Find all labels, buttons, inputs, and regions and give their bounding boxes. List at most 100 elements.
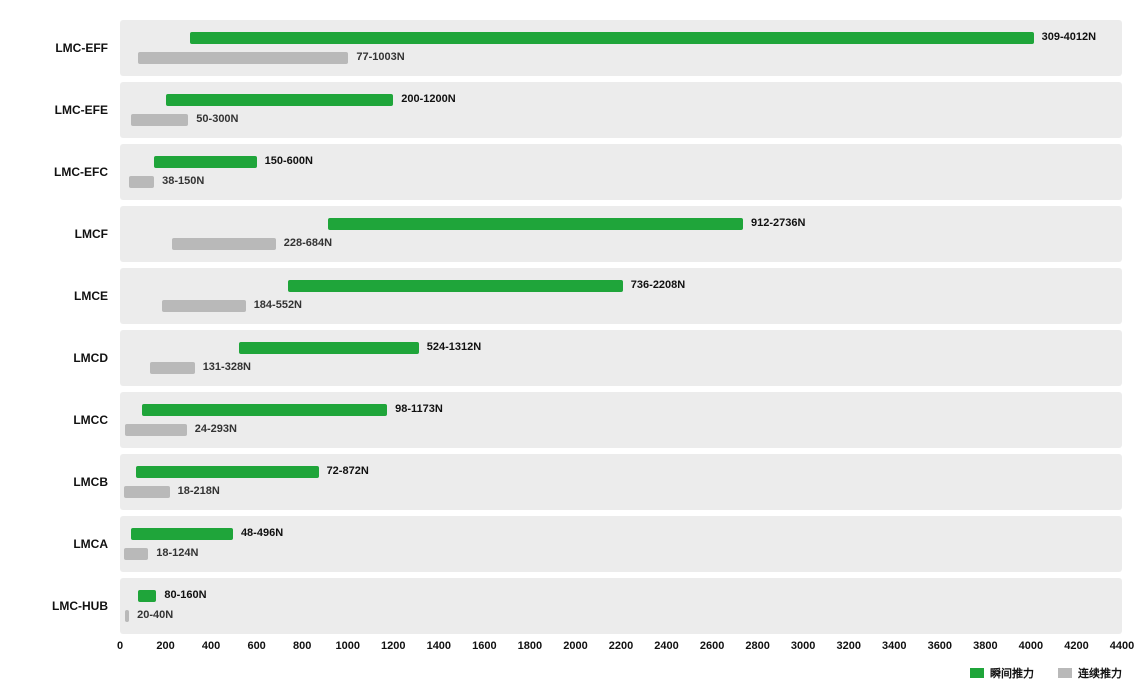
row-body: 150-600N 38-150N xyxy=(120,144,1122,200)
peak-bar: 309-4012N xyxy=(190,32,1033,44)
x-tick: 1800 xyxy=(518,640,542,652)
chart-row: LMCD 524-1312N 131-328N xyxy=(20,330,1122,386)
cont-bar-label: 50-300N xyxy=(196,113,238,125)
cont-bar-label: 18-124N xyxy=(156,547,198,559)
x-tick: 3200 xyxy=(836,640,860,652)
row-body: 48-496N 18-124N xyxy=(120,516,1122,572)
peak-bar-label: 912-2736N xyxy=(751,217,805,229)
x-tick: 2000 xyxy=(563,640,587,652)
peak-bar: 150-600N xyxy=(154,156,256,168)
peak-bar-label: 736-2208N xyxy=(631,279,685,291)
peak-bar-label: 48-496N xyxy=(241,527,283,539)
cont-bar: 77-1003N xyxy=(138,52,349,64)
category-label: LMCA xyxy=(20,516,120,572)
legend: 瞬间推力 连续推力 xyxy=(970,665,1122,681)
chart-row: LMC-EFC 150-600N 38-150N xyxy=(20,144,1122,200)
chart-row: LMCE 736-2208N 184-552N xyxy=(20,268,1122,324)
x-tick: 1400 xyxy=(427,640,451,652)
peak-bar: 200-1200N xyxy=(166,94,394,106)
cont-bar-label: 18-218N xyxy=(178,485,220,497)
row-body: 524-1312N 131-328N xyxy=(120,330,1122,386)
row-body: 736-2208N 184-552N xyxy=(120,268,1122,324)
peak-bar: 736-2208N xyxy=(288,280,623,292)
row-body: 200-1200N 50-300N xyxy=(120,82,1122,138)
peak-bar-label: 150-600N xyxy=(265,155,313,167)
x-tick: 1000 xyxy=(335,640,359,652)
category-label: LMC-EFF xyxy=(20,20,120,76)
peak-bar: 80-160N xyxy=(138,590,156,602)
chart-row: LMCA 48-496N 18-124N xyxy=(20,516,1122,572)
category-label: LMC-EFC xyxy=(20,144,120,200)
category-label: LMCB xyxy=(20,454,120,510)
cont-bar-label: 184-552N xyxy=(254,299,302,311)
x-tick: 0 xyxy=(117,640,123,652)
peak-bar-label: 72-872N xyxy=(327,465,369,477)
chart-row: LMCC 98-1173N 24-293N xyxy=(20,392,1122,448)
row-body: 912-2736N 228-684N xyxy=(120,206,1122,262)
cont-bar: 20-40N xyxy=(125,610,130,622)
chart-row: LMC-EFE 200-1200N 50-300N xyxy=(20,82,1122,138)
x-tick: 1200 xyxy=(381,640,405,652)
cont-bar: 38-150N xyxy=(129,176,155,188)
legend-swatch-cont xyxy=(1058,668,1072,678)
row-body: 72-872N 18-218N xyxy=(120,454,1122,510)
x-tick: 200 xyxy=(156,640,174,652)
cont-bar-label: 77-1003N xyxy=(356,51,404,63)
chart-rows: LMC-EFF309-4012N77-1003NLMC-EFE200-1200N… xyxy=(20,20,1122,640)
legend-label-cont: 连续推力 xyxy=(1078,665,1122,681)
peak-bar: 524-1312N xyxy=(239,342,418,354)
x-tick: 3000 xyxy=(791,640,815,652)
x-tick: 4000 xyxy=(1019,640,1043,652)
peak-bar-label: 200-1200N xyxy=(401,93,455,105)
x-tick: 600 xyxy=(247,640,265,652)
cont-bar: 18-124N xyxy=(124,548,148,560)
x-tick: 3400 xyxy=(882,640,906,652)
x-tick: 3800 xyxy=(973,640,997,652)
category-label: LMCF xyxy=(20,206,120,262)
cont-bar: 24-293N xyxy=(125,424,186,436)
category-label: LMC-HUB xyxy=(20,578,120,634)
peak-bar-label: 80-160N xyxy=(164,589,206,601)
legend-item-cont: 连续推力 xyxy=(1058,665,1122,681)
cont-bar: 18-218N xyxy=(124,486,170,498)
x-tick: 800 xyxy=(293,640,311,652)
chart-row: LMC-EFF 309-4012N 77-1003N xyxy=(20,20,1122,76)
peak-bar-label: 309-4012N xyxy=(1042,31,1096,43)
chart-row: LMCB 72-872N 18-218N xyxy=(20,454,1122,510)
row-body: 309-4012N 77-1003N xyxy=(120,20,1122,76)
x-axis: 0 200 400 600 800 1000 1200 1400 1600 1800 2000 220… xyxy=(120,640,1122,660)
x-tick: 400 xyxy=(202,640,220,652)
x-tick: 2600 xyxy=(700,640,724,652)
category-label: LMC-EFE xyxy=(20,82,120,138)
x-tick: 2400 xyxy=(654,640,678,652)
x-tick: 4400 xyxy=(1110,640,1134,652)
chart-row: LMCF 912-2736N 228-684N xyxy=(20,206,1122,262)
peak-bar: 48-496N xyxy=(131,528,233,540)
cont-bar-label: 38-150N xyxy=(162,175,204,187)
x-tick: 1600 xyxy=(472,640,496,652)
x-tick: 2200 xyxy=(609,640,633,652)
cont-bar-label: 24-293N xyxy=(195,423,237,435)
force-range-chart: LMC-EFF309-4012N77-1003NLMC-EFE200-1200N… xyxy=(20,20,1122,671)
cont-bar-label: 228-684N xyxy=(284,237,332,249)
legend-item-peak: 瞬间推力 xyxy=(970,665,1034,681)
peak-bar: 72-872N xyxy=(136,466,318,478)
category-label: LMCE xyxy=(20,268,120,324)
cont-bar-label: 20-40N xyxy=(137,609,173,621)
legend-label-peak: 瞬间推力 xyxy=(990,665,1034,681)
cont-bar: 228-684N xyxy=(172,238,276,250)
category-label: LMCC xyxy=(20,392,120,448)
row-body: 80-160N 20-40N xyxy=(120,578,1122,634)
peak-bar: 98-1173N xyxy=(142,404,387,416)
x-tick: 2800 xyxy=(745,640,769,652)
category-label: LMCD xyxy=(20,330,120,386)
chart-row: LMC-HUB 80-160N 20-40N xyxy=(20,578,1122,634)
cont-bar: 131-328N xyxy=(150,362,195,374)
x-tick: 3600 xyxy=(928,640,952,652)
legend-swatch-peak xyxy=(970,668,984,678)
row-body: 98-1173N 24-293N xyxy=(120,392,1122,448)
cont-bar: 50-300N xyxy=(131,114,188,126)
x-tick: 4200 xyxy=(1064,640,1088,652)
cont-bar-label: 131-328N xyxy=(203,361,251,373)
peak-bar-label: 524-1312N xyxy=(427,341,481,353)
